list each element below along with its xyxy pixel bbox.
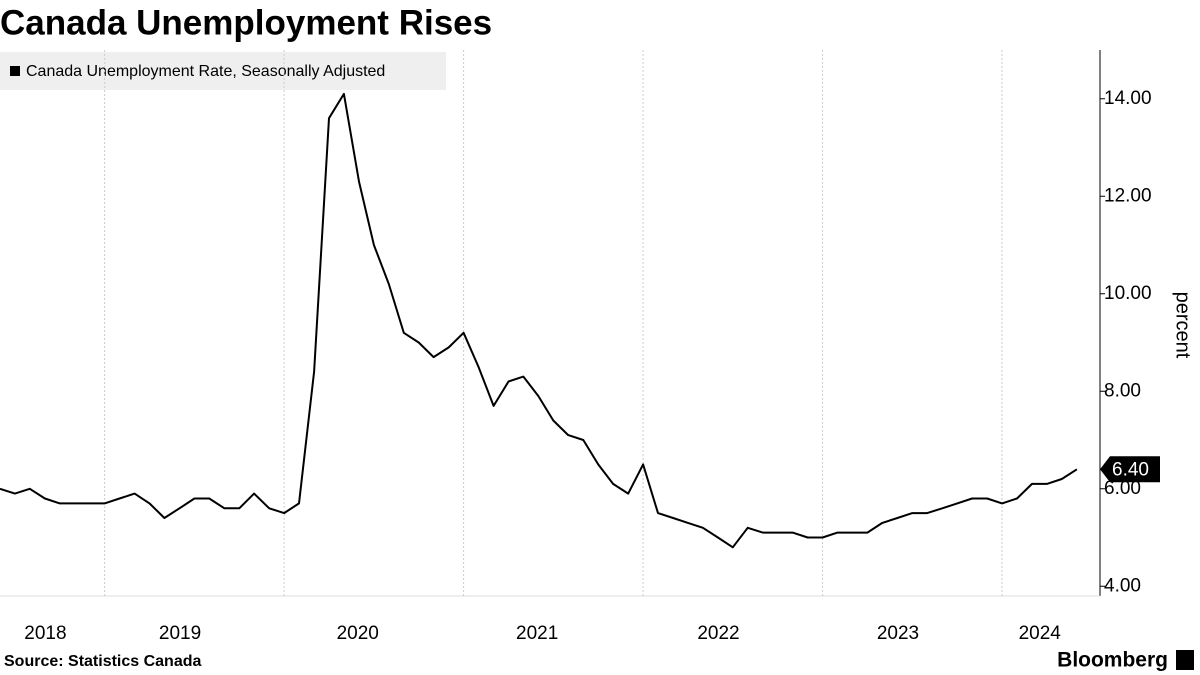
y-tick-label: 12.00 [1104, 185, 1152, 206]
brand: Bloomberg [1057, 649, 1168, 672]
brand-icon [1176, 650, 1194, 670]
legend-box [0, 52, 446, 90]
y-tick-label: 14.00 [1104, 88, 1152, 109]
value-label-box [1100, 456, 1160, 483]
y-tick-label: 8.00 [1104, 380, 1141, 401]
y-axis-label: percent [1172, 292, 1194, 359]
legend-label: Canada Unemployment Rate, Seasonally Adj… [26, 63, 385, 80]
x-tick-label: 2021 [516, 623, 558, 644]
x-tick-label: 2020 [337, 623, 379, 644]
y-tick-label: 10.00 [1104, 283, 1152, 304]
x-tick-label: 2019 [159, 623, 201, 644]
y-tick-label: 6.00 [1104, 478, 1141, 499]
chart-title: Canada Unemployment Rises [0, 3, 492, 42]
x-tick-label: 2023 [877, 623, 919, 644]
y-tick-label: 4.00 [1104, 575, 1141, 596]
source: Source: Statistics Canada [4, 653, 202, 670]
legend-swatch [10, 66, 20, 76]
value-label: 6.40 [1112, 459, 1149, 480]
x-tick-label: 2018 [24, 623, 66, 644]
x-tick-label: 2024 [1019, 623, 1062, 644]
x-tick-label: 2022 [697, 623, 739, 644]
line-series [0, 92, 1078, 549]
